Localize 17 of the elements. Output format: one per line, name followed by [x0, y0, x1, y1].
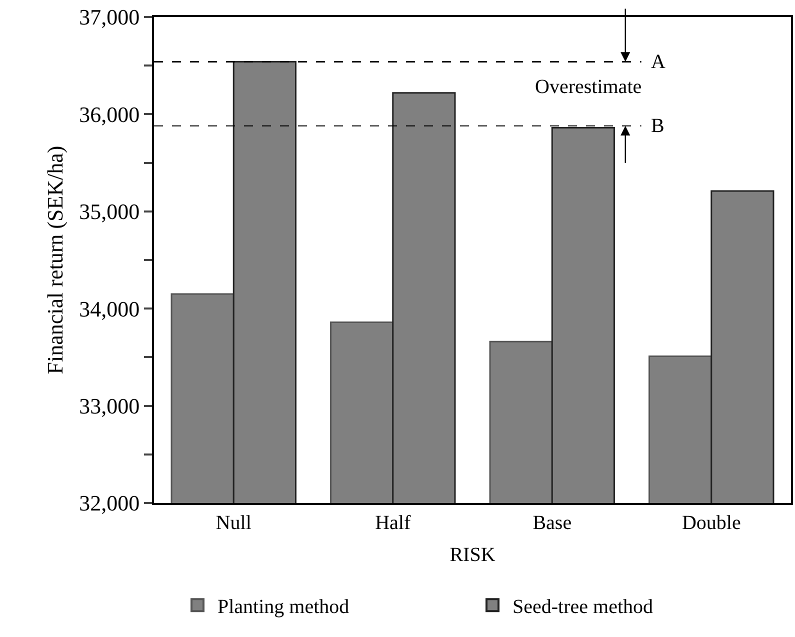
annotation: Overestimate: [535, 76, 642, 98]
y-tick-label: 37,000: [79, 4, 140, 30]
x-axis-title: RISK: [450, 544, 496, 566]
ref-line-label: A: [651, 51, 666, 73]
legend-label: Planting method: [218, 596, 350, 618]
legend-label: Seed-tree method: [512, 596, 653, 618]
ref-line-label: B: [651, 115, 664, 137]
y-tick-label: 34,000: [79, 296, 140, 322]
x-tick-label: Double: [682, 512, 741, 534]
y-axis-title: Financial return (SEK/ha): [42, 146, 68, 374]
y-tick-label: 35,000: [79, 199, 140, 224]
y-tick-label: 33,000: [79, 394, 140, 418]
y-tick-label: 32,000: [79, 490, 140, 516]
x-tick-label: Null: [216, 512, 252, 534]
y-tick-label: 36,000: [79, 102, 140, 127]
x-tick-label: Half: [375, 512, 411, 534]
x-tick-label: Base: [532, 512, 572, 534]
